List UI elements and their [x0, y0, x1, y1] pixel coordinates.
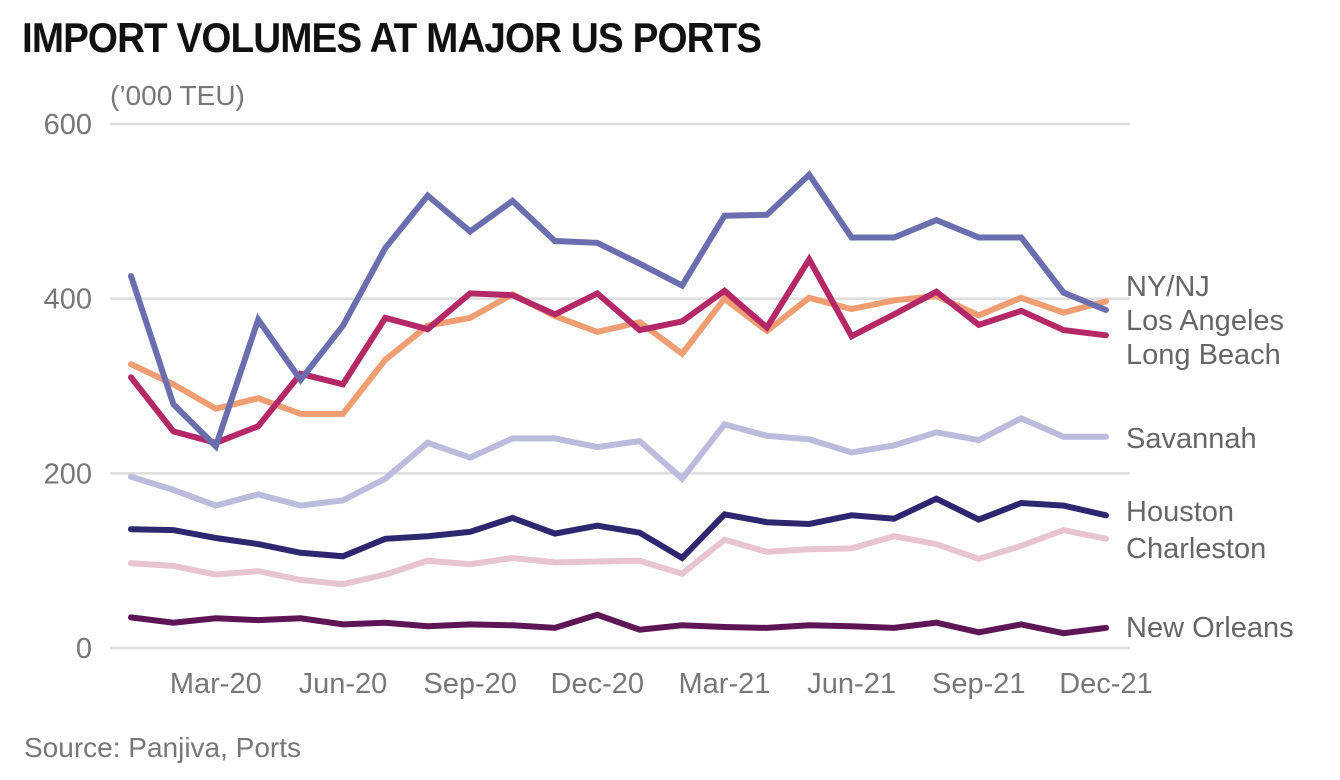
series-label-los-angeles: Los Angeles — [1126, 305, 1284, 337]
x-tick-label: Dec-21 — [1059, 668, 1153, 700]
series-line-charleston — [128, 526, 1109, 588]
series-line-new-orleans — [128, 611, 1109, 637]
x-tick-label: Jun-20 — [299, 668, 388, 700]
y-tick-label: 0 — [76, 633, 92, 665]
series-label-savannah: Savannah — [1126, 423, 1257, 455]
y-tick-label: 600 — [44, 109, 92, 141]
series-label-houston: Houston — [1126, 496, 1234, 528]
x-tick-label: Jun-21 — [807, 668, 896, 700]
y-axis-unit-label: (’000 TEU) — [110, 80, 245, 111]
series-line-savannah — [128, 414, 1109, 509]
series-line-ny-nj — [128, 170, 1109, 452]
x-tick-label: Sep-21 — [932, 668, 1026, 700]
chart-title: IMPORT VOLUMES AT MAJOR US PORTS — [22, 14, 762, 61]
series-label-ny-nj: NY/NJ — [1126, 271, 1210, 303]
x-tick-label: Mar-21 — [679, 668, 771, 700]
x-tick-label: Dec-20 — [551, 668, 645, 700]
x-tick-label: Sep-20 — [423, 668, 517, 700]
series-label-long-beach: Long Beach — [1126, 339, 1281, 371]
source-note: Source: Panjiva, Ports — [24, 732, 302, 763]
series-label-charleston: Charleston — [1126, 533, 1266, 565]
y-tick-label: 200 — [44, 458, 92, 490]
y-tick-label: 400 — [44, 284, 92, 316]
series-line-long-beach — [128, 253, 1109, 446]
x-tick-label: Mar-20 — [170, 668, 262, 700]
series-line-houston — [128, 495, 1109, 562]
series-label-new-orleans: New Orleans — [1126, 612, 1294, 644]
